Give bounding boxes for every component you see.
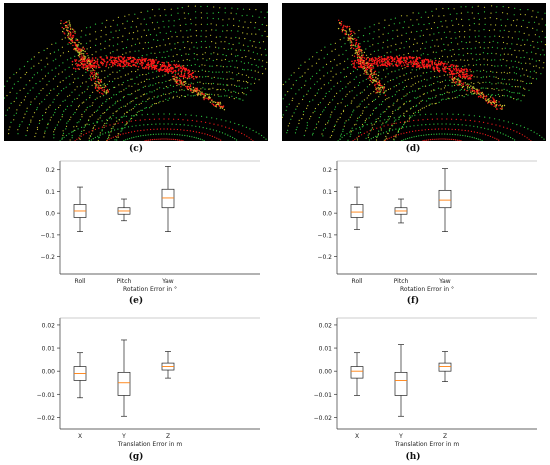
y-tick-label: 0.00	[319, 369, 333, 376]
x-tick-label: X	[78, 433, 82, 440]
box-iqr	[117, 371, 131, 396]
box-iqr	[438, 189, 452, 209]
x-tick-label: Pitch	[117, 278, 132, 285]
y-tick-label: −0.02	[37, 415, 56, 422]
y-tick-label: −0.2	[317, 254, 332, 261]
box-y	[117, 339, 131, 417]
y-tick-label: 0.1	[322, 189, 332, 196]
x-tick-label: Pitch	[394, 278, 409, 285]
x-tick-label: Z	[443, 433, 447, 440]
y-tick-label: −0.2	[40, 254, 55, 261]
y-tick-label: 0.01	[42, 346, 56, 353]
y-tick-label: 0.2	[322, 167, 332, 174]
y-tick-label: 0.2	[45, 167, 55, 174]
box-iqr	[394, 371, 408, 396]
panel-label-f: (f)	[406, 296, 420, 306]
panel-label-d: (d)	[405, 144, 421, 154]
panel-label-c: (c)	[129, 144, 143, 154]
box-y	[394, 344, 408, 417]
x-tick-label: Roll	[352, 278, 363, 285]
x-tick-label: Yaw	[438, 278, 451, 285]
x-tick-label: Yaw	[161, 278, 174, 285]
point-cloud	[4, 5, 268, 141]
box-yaw	[438, 168, 452, 232]
box-iqr	[161, 188, 175, 209]
y-tick-label: −0.1	[40, 232, 55, 239]
y-tick-label: −0.02	[314, 415, 333, 422]
x-tick-label: Z	[166, 433, 170, 440]
lidar-background	[4, 3, 268, 141]
y-tick-label: 0.01	[319, 346, 333, 353]
y-tick-label: 0.0	[45, 211, 55, 218]
box-iqr	[350, 366, 364, 379]
box-iqr	[438, 362, 452, 372]
x-tick-label: Y	[398, 433, 403, 440]
lidar-image-d	[282, 3, 546, 141]
box-pitch	[117, 198, 131, 222]
x-tick-label: Roll	[75, 278, 86, 285]
lidar-background	[282, 3, 546, 141]
x-axis-label: Rotation Error in °	[123, 286, 177, 293]
box-roll	[350, 186, 364, 230]
y-tick-label: −0.1	[317, 232, 332, 239]
box-z	[438, 351, 452, 382]
y-tick-label: 0.00	[42, 369, 56, 376]
box-pitch	[394, 198, 408, 224]
y-tick-label: −0.01	[314, 392, 333, 399]
panel-label-h: (h)	[405, 452, 421, 462]
box-z	[161, 351, 175, 379]
y-tick-label: 0.02	[42, 322, 56, 329]
x-axis-label: Translation Error in m	[394, 441, 460, 448]
box-x	[73, 352, 87, 399]
box-roll	[73, 186, 87, 232]
x-tick-label: Y	[121, 433, 126, 440]
box-x	[350, 352, 364, 396]
panel-label-g: (g)	[128, 452, 144, 462]
x-tick-label: X	[355, 433, 359, 440]
x-axis-label: Translation Error in m	[117, 441, 183, 448]
point-cloud	[282, 5, 546, 141]
panel-label-e: (e)	[128, 296, 144, 306]
y-tick-label: −0.01	[37, 392, 56, 399]
y-tick-label: 0.0	[322, 211, 332, 218]
lidar-image-c	[4, 3, 268, 141]
box-iqr	[350, 204, 364, 218]
box-yaw	[161, 166, 175, 232]
y-tick-label: 0.1	[45, 189, 55, 196]
x-axis-label: Rotation Error in °	[400, 286, 454, 293]
y-tick-label: 0.02	[319, 322, 333, 329]
